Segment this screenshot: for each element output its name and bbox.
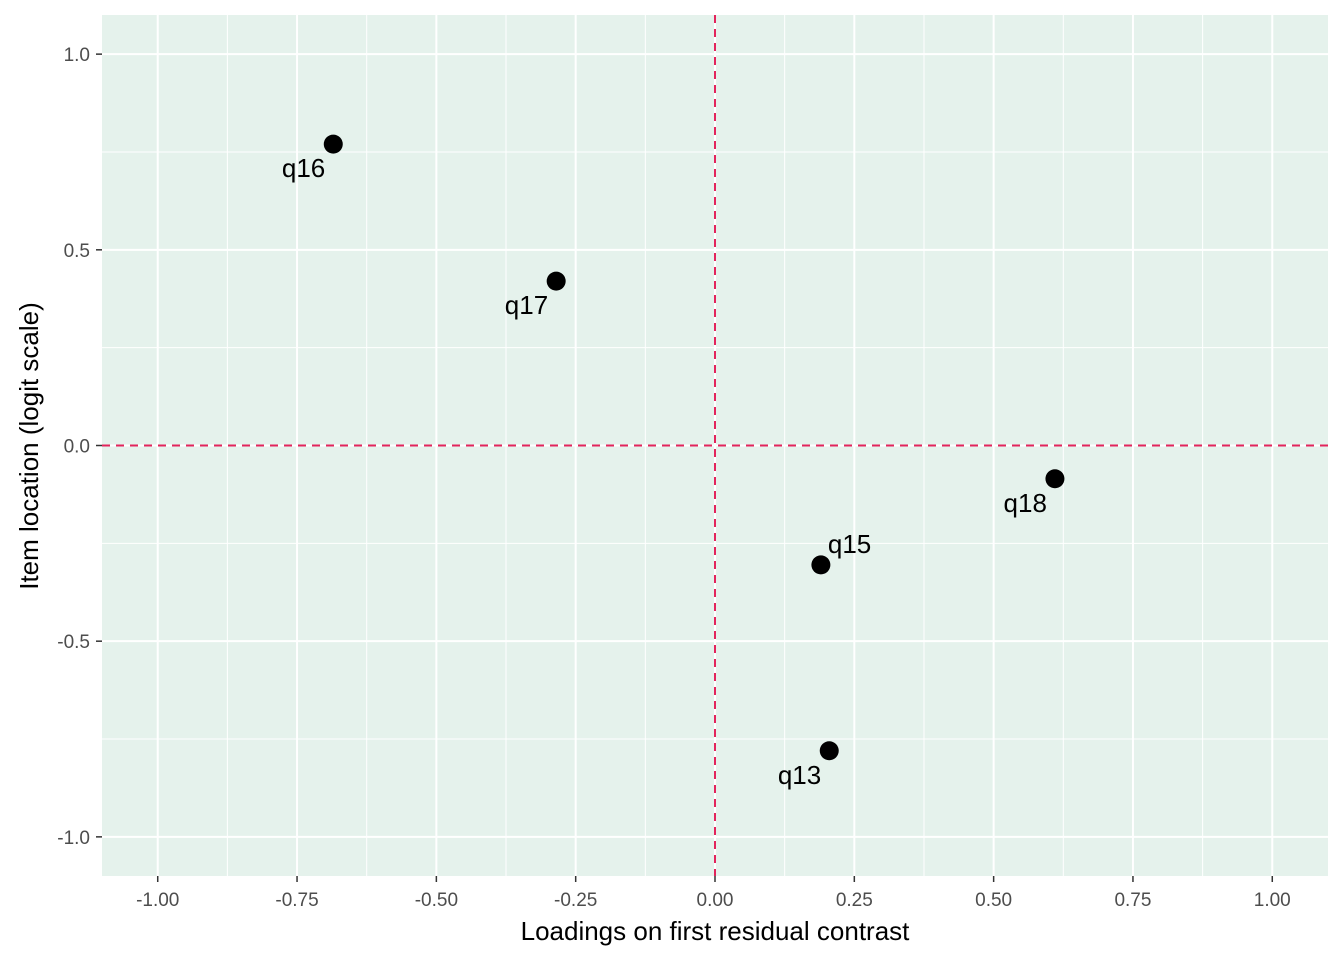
x-axis-title: Loadings on first residual contrast xyxy=(521,916,911,946)
point-label-q17: q17 xyxy=(505,290,548,320)
y-tick-label: -0.5 xyxy=(57,632,90,653)
y-tick-label: 1.0 xyxy=(64,45,90,66)
point-labels: q16 q17 q18 q15 q13 xyxy=(282,153,1047,790)
data-point-q13 xyxy=(819,741,839,761)
y-axis-title: Item location (logit scale) xyxy=(14,302,44,590)
major-gridlines xyxy=(102,15,1328,876)
point-label-q13: q13 xyxy=(778,760,821,790)
data-point-q16 xyxy=(323,134,343,154)
point-label-q15: q15 xyxy=(828,529,871,559)
data-point-q17 xyxy=(546,271,566,291)
data-point-q15 xyxy=(811,555,831,575)
x-tick-label: 1.00 xyxy=(1254,890,1291,911)
x-tick-label: -1.00 xyxy=(136,890,179,911)
data-point-q18 xyxy=(1045,469,1065,489)
y-tick-label: -1.0 xyxy=(57,828,90,849)
y-tick-label: 0.5 xyxy=(64,241,90,262)
x-tick-label: 0.00 xyxy=(697,890,734,911)
point-label-q18: q18 xyxy=(1004,488,1047,518)
x-tick-label: 0.50 xyxy=(975,890,1012,911)
y-tick-label: 0.0 xyxy=(64,437,90,458)
reference-lines xyxy=(102,15,1328,876)
x-tick-label: -0.50 xyxy=(415,890,458,911)
point-label-q16: q16 xyxy=(282,153,325,183)
x-tick-label: -0.25 xyxy=(554,890,597,911)
x-tick-label: 0.75 xyxy=(1114,890,1151,911)
data-points xyxy=(323,134,1065,761)
x-axis-ticks: -1.00 -0.75 -0.50 -0.25 0.00 0.25 0.50 0.75 1.00 xyxy=(136,876,1291,911)
x-tick-label: -0.75 xyxy=(275,890,318,911)
x-tick-label: 0.25 xyxy=(836,890,873,911)
y-axis-ticks: -1.0 -0.5 0.0 0.5 1.0 xyxy=(57,45,102,849)
